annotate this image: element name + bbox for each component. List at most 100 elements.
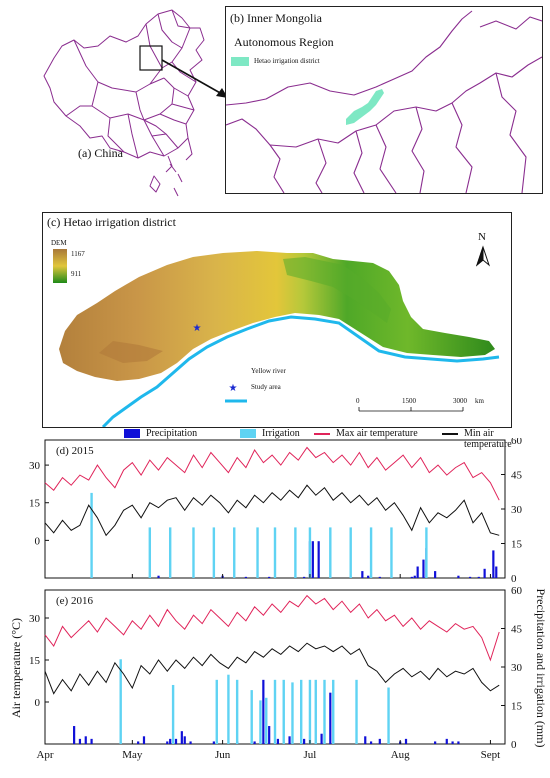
irrigation-bar — [300, 679, 303, 744]
panel-b-label: (b) Inner Mongolia — [230, 11, 322, 25]
inner-mongolia-panel: (b) Inner Mongolia Autonomous Region Het… — [225, 6, 543, 194]
precipitation-bar — [73, 726, 76, 744]
irrigation-bar — [308, 679, 312, 744]
precipitation-bar — [468, 576, 472, 578]
left-axis-title: Air temperature (°C) — [9, 618, 23, 718]
precipitation-bar — [174, 738, 178, 744]
scale-tick-1: 1500 — [402, 397, 416, 405]
right-tick-label: 45 — [511, 624, 523, 636]
right-tick-label: 45 — [511, 470, 523, 482]
irrigation-bar — [323, 679, 326, 744]
dem-min: 911 — [71, 270, 82, 278]
legend-min-swatch — [442, 433, 458, 435]
precipitation-bar — [183, 736, 186, 744]
x-tick-label: May — [122, 749, 143, 761]
precipitation-bar — [434, 571, 437, 578]
scale-tick-0: 0 — [356, 397, 360, 405]
china-map-panel: (a) China — [40, 6, 230, 202]
region-outline — [226, 10, 473, 106]
precipitation-bar — [84, 736, 87, 744]
precipitation-bar — [244, 576, 247, 578]
right-axis-title: Precipitation and irrigation (mm) — [534, 589, 548, 748]
max-temp-line — [44, 594, 500, 662]
precipitation-bar — [445, 738, 448, 744]
irrigation-bar — [314, 679, 317, 744]
irrigation-bar — [308, 527, 312, 578]
precipitation-bar — [311, 541, 314, 578]
irrigation-bar — [168, 527, 172, 578]
precipitation-bar — [413, 575, 416, 578]
precipitation-bar — [268, 726, 271, 744]
hetao-legend-swatch — [231, 57, 249, 66]
irrigation-bar — [387, 687, 390, 744]
svg-text:★: ★ — [229, 383, 238, 394]
north-label: N — [478, 231, 486, 243]
right-tick-label: 60 — [511, 585, 523, 597]
precipitation-bar — [495, 566, 498, 578]
right-tick-label: 60 — [511, 438, 523, 447]
precipitation-bar — [166, 741, 169, 744]
irrigation-bar — [349, 527, 352, 578]
scale-unit: km — [475, 397, 484, 405]
irrigation-bar — [148, 527, 152, 578]
x-tick-label: Apr — [36, 749, 53, 761]
irrigation-bar — [425, 527, 428, 578]
legend-irrig-swatch — [240, 429, 256, 438]
irrigation-bar — [227, 674, 230, 744]
precipitation-bar — [262, 679, 265, 744]
right-tick-label: 0 — [511, 739, 517, 751]
hetao-district-shape — [346, 89, 384, 125]
precipitation-bar — [434, 741, 437, 744]
inner-mongolia-map — [226, 10, 542, 193]
right-tick-label: 15 — [511, 701, 523, 713]
scale-tick-2: 3000 — [453, 397, 467, 405]
dem-max: 1167 — [71, 250, 85, 258]
left-tick-label: 30 — [29, 460, 41, 472]
precipitation-bar — [303, 576, 306, 578]
irrigation-bar — [212, 527, 216, 578]
precipitation-bar — [361, 571, 364, 578]
irrigation-bar — [90, 492, 93, 578]
irrigation-bar — [329, 527, 332, 578]
legend-irrig-label: Irrigation — [262, 428, 300, 439]
irrigation-bar — [332, 679, 335, 744]
precipitation-bar — [276, 738, 280, 744]
x-tick-label: Sept — [481, 749, 501, 761]
precipitation-bar — [369, 741, 373, 744]
china-map — [43, 9, 205, 197]
left-tick-label: 15 — [29, 498, 41, 510]
panel-b-label-2: Autonomous Region — [234, 35, 334, 49]
panel-c-label: (c) Hetao irrigation district — [47, 215, 176, 229]
precipitation-bar — [378, 738, 381, 744]
precipitation-bar — [422, 559, 425, 578]
irrigation-bar — [291, 682, 294, 744]
panel-a-label: (a) China — [78, 146, 123, 160]
right-tick-label: 30 — [511, 504, 523, 516]
river-legend-label: Yellow river — [251, 367, 286, 375]
panel-e-label: (e) 2016 — [56, 595, 93, 607]
irrigation-bar — [273, 679, 277, 744]
irrigation-bar — [369, 527, 373, 578]
precipitation-bar — [90, 738, 93, 744]
irrigation-bar — [192, 527, 195, 578]
left-tick-label: 30 — [29, 613, 41, 625]
irrigation-bar — [119, 659, 122, 744]
precipitation-bar — [157, 575, 160, 578]
precipitation-bar — [320, 733, 323, 744]
yellow-river-line — [101, 315, 500, 427]
precipitation-bar — [78, 738, 82, 744]
precipitation-bar — [457, 575, 460, 578]
irrigation-bar — [265, 697, 268, 744]
zoom-arrow — [161, 59, 228, 98]
right-tick-label: 0 — [511, 573, 517, 585]
precipitation-bar — [367, 575, 370, 578]
irrigation-bar — [256, 527, 259, 578]
precipitation-bar — [189, 741, 192, 744]
precipitation-bar — [477, 576, 480, 578]
precipitation-bar — [483, 568, 486, 578]
precipitation-bar — [492, 550, 495, 578]
left-tick-label: 0 — [35, 535, 41, 547]
legend-precip-swatch — [124, 429, 140, 438]
precipitation-bar — [180, 731, 183, 744]
irrigation-bar — [259, 700, 262, 744]
